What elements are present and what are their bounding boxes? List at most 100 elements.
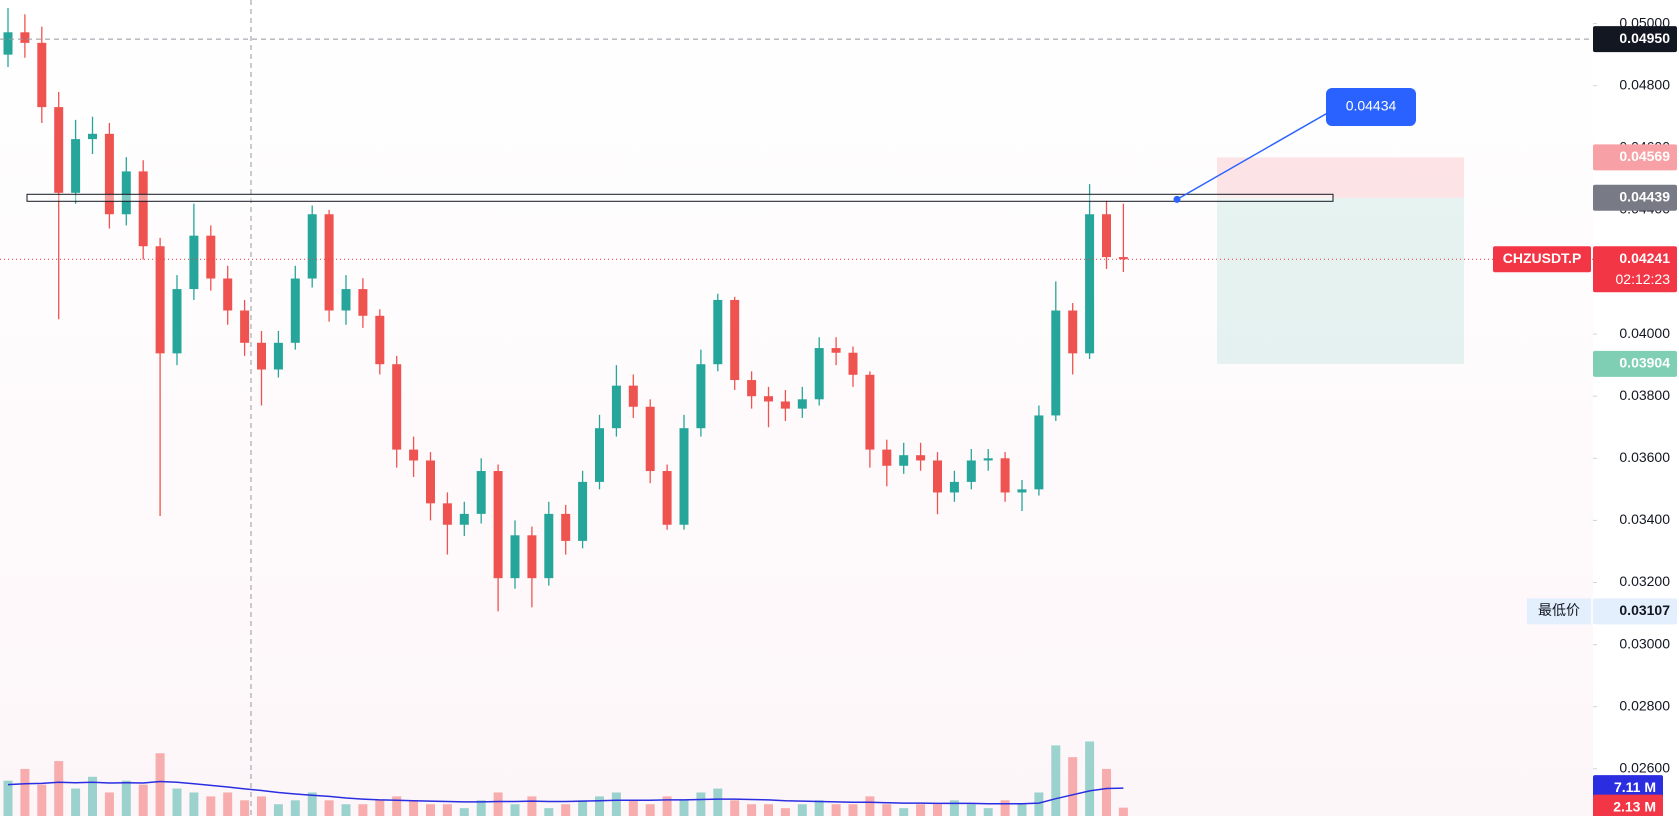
- countdown: 02:12:23: [1616, 271, 1671, 287]
- price-label-box: [1593, 26, 1677, 53]
- volume-bar: [578, 800, 588, 816]
- candle-body: [392, 364, 402, 450]
- volume-bar: [814, 800, 824, 816]
- volume-bar: [257, 796, 266, 816]
- volume-bar: [730, 800, 740, 816]
- candle-body: [88, 133, 97, 140]
- symbol-box: [1493, 246, 1591, 273]
- volume-bar: [764, 804, 773, 816]
- volume-bar: [561, 804, 571, 816]
- candle-body: [476, 471, 486, 514]
- candle-body: [696, 364, 706, 429]
- volume-bar: [679, 800, 689, 816]
- volume-bar: [949, 800, 959, 816]
- volume-bar: [1017, 804, 1027, 816]
- volume-label-box: [1593, 794, 1663, 816]
- volume-bar: [223, 792, 233, 816]
- callout-label: 0.04434: [1346, 98, 1397, 114]
- candle-body: [223, 278, 233, 311]
- volume-bar: [696, 792, 706, 816]
- volume-bar: [1068, 757, 1078, 816]
- y-tick-label: 0.03600: [1619, 449, 1670, 465]
- candle-body: [527, 535, 537, 579]
- candle-body: [54, 107, 64, 193]
- candle-body: [544, 513, 554, 579]
- volume-bar: [544, 808, 554, 816]
- volume-bar: [1085, 741, 1095, 816]
- volume-bar: [71, 788, 81, 816]
- volume-bar: [1102, 768, 1111, 816]
- volume-bar: [37, 784, 47, 816]
- price-label: 0.03904: [1619, 355, 1670, 371]
- candle-body: [426, 460, 435, 504]
- candle-body: [966, 460, 976, 482]
- volume-bar: [426, 804, 435, 816]
- candle-body: [899, 455, 909, 466]
- candle-body: [679, 428, 689, 525]
- candle-body: [949, 481, 959, 493]
- candle-body: [20, 32, 30, 43]
- volume-bar: [1051, 745, 1061, 816]
- candle-body: [628, 385, 638, 407]
- resistance-box: [26, 193, 1334, 202]
- candle-body: [3, 32, 13, 55]
- y-tick-label: 0.02600: [1619, 760, 1670, 776]
- candle-body: [273, 342, 283, 370]
- volume-bar: [20, 768, 30, 816]
- candle-body: [730, 299, 740, 381]
- volume-bar: [747, 804, 757, 816]
- volume-bar: [595, 796, 604, 816]
- volume-bar: [899, 808, 909, 816]
- candle-body: [459, 513, 469, 525]
- candle-body: [324, 214, 334, 311]
- candle-body: [831, 348, 841, 353]
- candle-body: [409, 449, 419, 461]
- candle-body: [290, 278, 300, 343]
- volume-bar: [493, 792, 503, 816]
- candle-body: [71, 139, 81, 193]
- volume-bar: [882, 804, 892, 816]
- candle-body: [307, 214, 317, 279]
- candle-body: [442, 503, 452, 525]
- trend-line: [1176, 106, 1339, 200]
- candle-body: [257, 342, 266, 370]
- y-tick-label: 0.03000: [1619, 635, 1670, 651]
- y-tick-label: 0.03400: [1619, 511, 1670, 527]
- volume-bar: [307, 792, 317, 816]
- candle-body: [1068, 310, 1078, 354]
- volume-bar: [206, 796, 216, 816]
- price-label-box: [1593, 598, 1677, 625]
- price-label: 0.04439: [1619, 188, 1670, 204]
- candle-body: [138, 171, 148, 247]
- candle-body: [662, 471, 672, 525]
- candle-body: [1051, 310, 1061, 416]
- price-label: 0.04569: [1619, 148, 1670, 164]
- volume-bar: [662, 796, 672, 816]
- y-tick-label: 0.02800: [1619, 697, 1670, 713]
- symbol-label: CHZUSDT.P: [1503, 250, 1582, 266]
- volume-bar: [273, 804, 283, 816]
- candle-body: [1085, 214, 1095, 354]
- candle-body: [848, 352, 858, 375]
- candle-body: [1000, 458, 1010, 493]
- volume-bar: [121, 780, 131, 816]
- volume-bar: [966, 804, 976, 816]
- candle-body: [611, 385, 621, 429]
- volume-bar: [88, 776, 97, 816]
- volume-bar: [476, 800, 486, 816]
- candle-body: [595, 428, 604, 482]
- price-label: 0.03107: [1619, 602, 1670, 618]
- volume-bar: [780, 808, 790, 816]
- volume-bar: [611, 792, 621, 816]
- candle-body: [104, 133, 114, 215]
- reward-zone: [1217, 197, 1464, 364]
- candle-body: [713, 299, 723, 365]
- candle-body: [375, 315, 385, 365]
- candle-body: [37, 42, 47, 108]
- volume-bar: [983, 808, 993, 816]
- volume-bar: [1034, 792, 1044, 816]
- risk-zone: [1217, 157, 1464, 198]
- price-label-box: [1593, 184, 1677, 211]
